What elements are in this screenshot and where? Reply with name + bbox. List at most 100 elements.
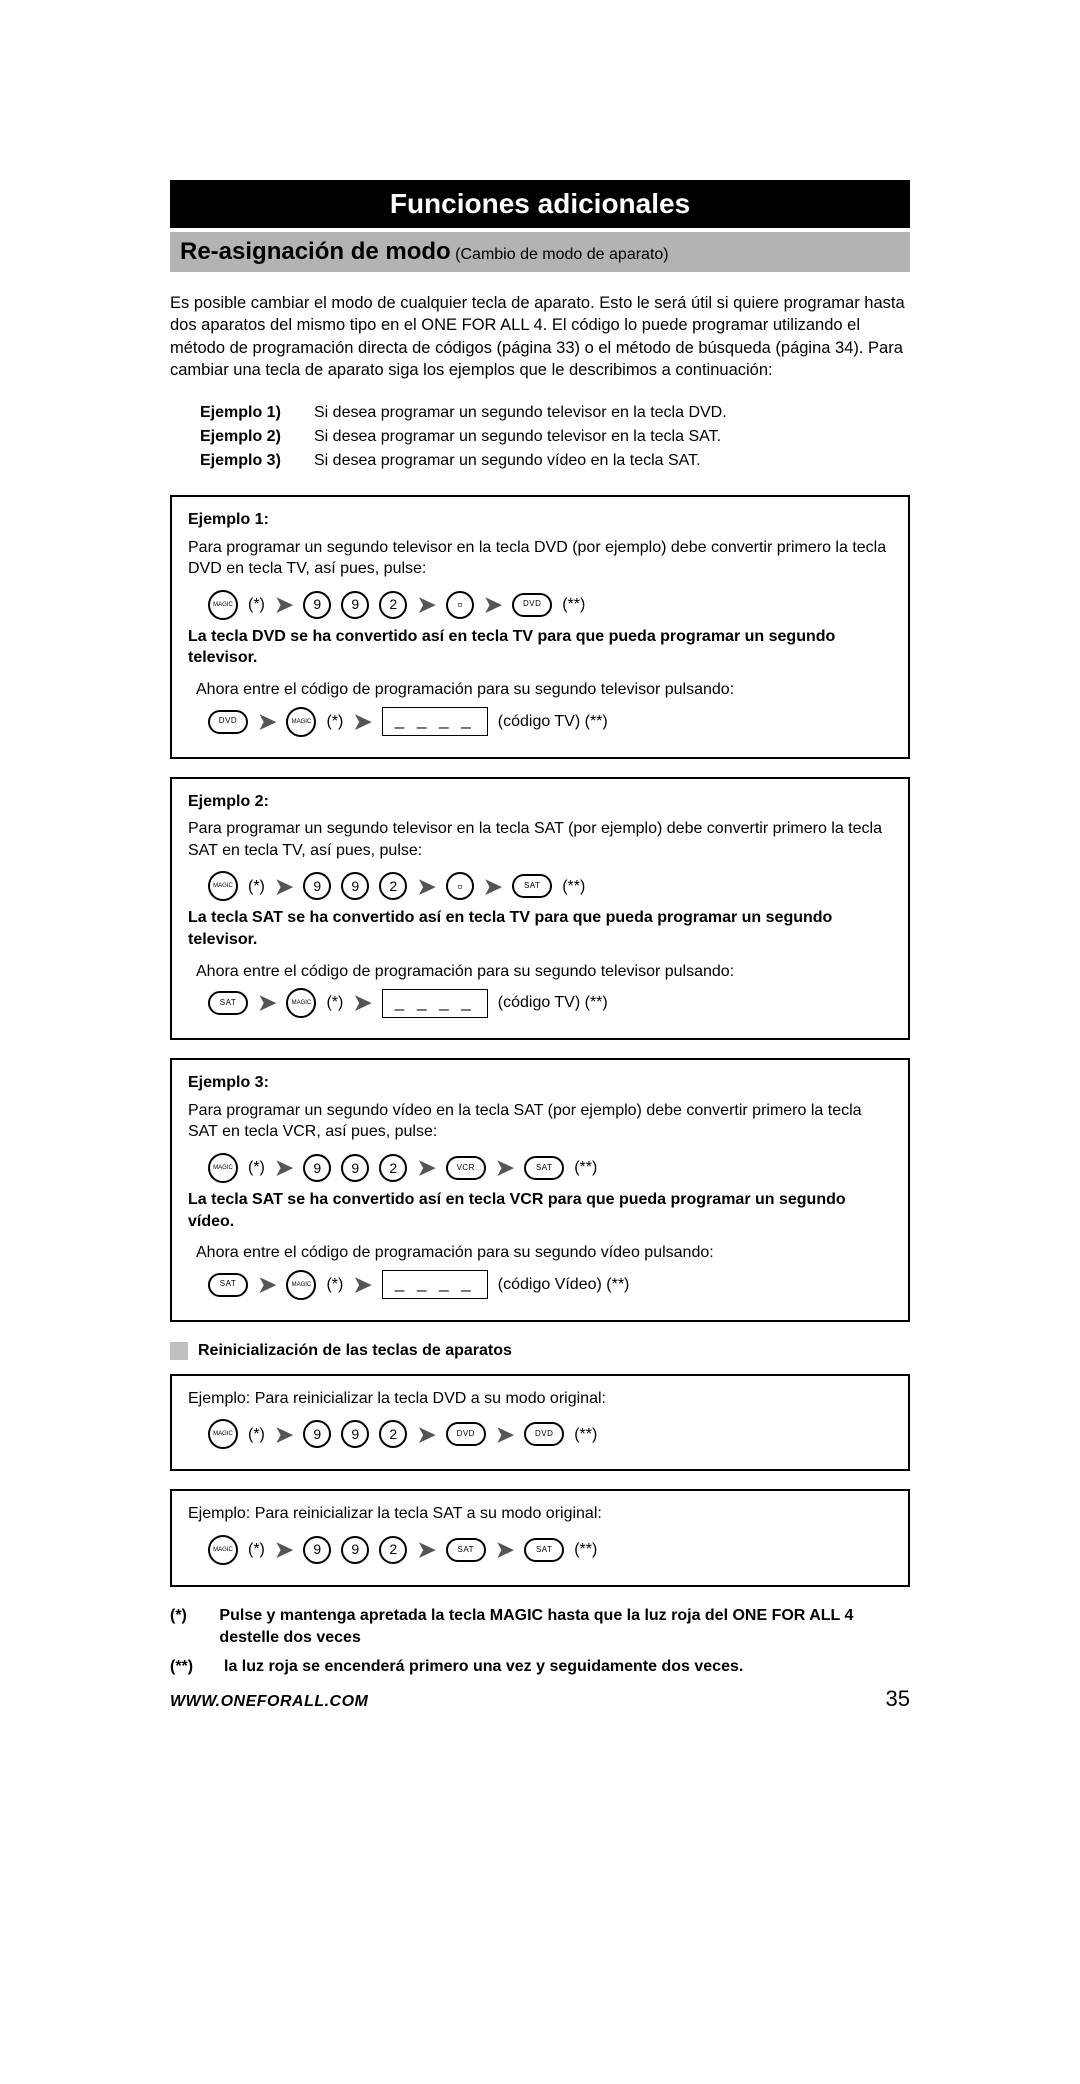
- device-button-icon: SAT: [208, 991, 248, 1015]
- example-label: Ejemplo 1): [200, 401, 300, 425]
- digit-button-icon: 9: [341, 1536, 369, 1564]
- code-entry-box: _ _ _ _: [382, 1270, 488, 1299]
- footnote-ref: (*): [326, 711, 343, 733]
- device-button-icon: SAT: [512, 874, 552, 898]
- device-button-icon: SAT: [524, 1538, 564, 1562]
- footnote-mark: (*): [170, 1605, 205, 1648]
- example-description: Para programar un segundo televisor en l…: [188, 537, 892, 580]
- gray-header-main: Re-asignación de modo: [180, 238, 451, 265]
- digit-button-icon: 9: [303, 1154, 331, 1182]
- example-box-2: Ejemplo 2: Para programar un segundo tel…: [170, 777, 910, 1041]
- footnote-ref: (**): [574, 1539, 597, 1561]
- magic-button-icon: MAGIC: [208, 1419, 238, 1449]
- device-button-icon: SAT: [446, 1538, 486, 1562]
- digit-button-icon: 9: [303, 872, 331, 900]
- section-header-black: Funciones adicionales: [170, 180, 910, 228]
- arrow-icon: ➤: [417, 1420, 435, 1450]
- reset-box-1: Ejemplo: Para reinicializar la tecla DVD…: [170, 1374, 910, 1472]
- page-number: 35: [886, 1686, 910, 1712]
- digit-button-icon: 9: [341, 1154, 369, 1182]
- arrow-icon: ➤: [275, 1420, 293, 1450]
- footnote-ref: (*): [248, 594, 265, 616]
- footnote-ref: (*): [248, 1424, 265, 1446]
- gray-header-sub: (Cambio de modo de aparato): [455, 246, 668, 263]
- arrow-icon: ➤: [496, 1153, 514, 1183]
- reset-heading-text: Reinicialización de las teclas de aparat…: [198, 1342, 512, 1360]
- footnote-item: (*) Pulse y mantenga apretada la tecla M…: [170, 1605, 910, 1648]
- reset-box-2: Ejemplo: Para reinicializar la tecla SAT…: [170, 1489, 910, 1587]
- arrow-icon: ➤: [353, 707, 371, 737]
- key-sequence: MAGIC (*) ➤ 9 9 2 ➤ DVD ➤ DVD (**): [208, 1419, 892, 1449]
- example-text: Si desea programar un segundo televisor …: [314, 425, 721, 449]
- example-result: La tecla DVD se ha convertido así en tec…: [188, 626, 892, 669]
- footnote-item: (**) la luz roja se encenderá primero un…: [170, 1656, 910, 1678]
- magic-button-icon: MAGIC: [208, 1153, 238, 1183]
- digit-button-icon: 2: [379, 1536, 407, 1564]
- arrow-icon: ➤: [258, 988, 276, 1018]
- key-sequence: MAGIC (*) ➤ 9 9 2 ➤ ▫ ➤ SAT (**): [208, 871, 892, 901]
- example-description: Para programar un segundo televisor en l…: [188, 818, 892, 861]
- arrow-icon: ➤: [275, 872, 293, 902]
- code-label: (código TV) (**): [498, 711, 608, 733]
- tv-button-icon: ▫: [446, 872, 474, 900]
- reset-heading: Reinicialización de las teclas de aparat…: [170, 1342, 910, 1360]
- example-followup: Ahora entre el código de programación pa…: [196, 1242, 892, 1264]
- arrow-icon: ➤: [496, 1535, 514, 1565]
- list-item: Ejemplo 3) Si desea programar un segundo…: [200, 449, 910, 473]
- footnote-ref: (**): [574, 1157, 597, 1179]
- footnote-ref: (**): [562, 876, 585, 898]
- list-item: Ejemplo 1) Si desea programar un segundo…: [200, 401, 910, 425]
- arrow-icon: ➤: [417, 1535, 435, 1565]
- example-label: Ejemplo 2): [200, 425, 300, 449]
- magic-button-icon: MAGIC: [208, 871, 238, 901]
- key-sequence: MAGIC (*) ➤ 9 9 2 ➤ VCR ➤ SAT (**): [208, 1153, 892, 1183]
- arrow-icon: ➤: [417, 1153, 435, 1183]
- digit-button-icon: 2: [379, 1154, 407, 1182]
- magic-button-icon: MAGIC: [286, 988, 316, 1018]
- digit-button-icon: 2: [379, 1420, 407, 1448]
- device-button-icon: SAT: [208, 1273, 248, 1297]
- key-sequence: MAGIC (*) ➤ 9 9 2 ➤ ▫ ➤ DVD (**): [208, 590, 892, 620]
- list-item: Ejemplo 2) Si desea programar un segundo…: [200, 425, 910, 449]
- intro-paragraph: Es posible cambiar el modo de cualquier …: [170, 292, 910, 381]
- key-sequence: SAT ➤ MAGIC (*) ➤ _ _ _ _ (código Vídeo)…: [208, 1270, 892, 1300]
- footnote-ref: (**): [562, 594, 585, 616]
- key-sequence: SAT ➤ MAGIC (*) ➤ _ _ _ _ (código TV) (*…: [208, 988, 892, 1018]
- code-label: (código Vídeo) (**): [498, 1274, 630, 1296]
- arrow-icon: ➤: [353, 1270, 371, 1300]
- arrow-icon: ➤: [275, 1153, 293, 1183]
- section-header-gray: Re-asignación de modo (Cambio de modo de…: [170, 232, 910, 272]
- digit-button-icon: 2: [379, 872, 407, 900]
- code-entry-box: _ _ _ _: [382, 707, 488, 736]
- example-label: Ejemplo 3): [200, 449, 300, 473]
- example-followup: Ahora entre el código de programación pa…: [196, 961, 892, 983]
- digit-button-icon: 2: [379, 591, 407, 619]
- manual-page: Funciones adicionales Re-asignación de m…: [0, 0, 1080, 1772]
- footnote-ref: (**): [574, 1424, 597, 1446]
- example-title: Ejemplo 3:: [188, 1072, 892, 1094]
- arrow-icon: ➤: [484, 872, 502, 902]
- footnote-ref: (*): [248, 1157, 265, 1179]
- example-box-3: Ejemplo 3: Para programar un segundo víd…: [170, 1058, 910, 1322]
- device-button-icon: DVD: [208, 710, 248, 734]
- magic-button-icon: MAGIC: [208, 1535, 238, 1565]
- arrow-icon: ➤: [496, 1420, 514, 1450]
- arrow-icon: ➤: [417, 872, 435, 902]
- device-button-icon: VCR: [446, 1156, 486, 1180]
- digit-button-icon: 9: [341, 591, 369, 619]
- footnote-ref: (*): [248, 876, 265, 898]
- digit-button-icon: 9: [341, 872, 369, 900]
- key-sequence: DVD ➤ MAGIC (*) ➤ _ _ _ _ (código TV) (*…: [208, 707, 892, 737]
- footnote-text: la luz roja se encenderá primero una vez…: [224, 1656, 743, 1678]
- device-button-icon: DVD: [446, 1422, 486, 1446]
- example-result: La tecla SAT se ha convertido así en tec…: [188, 907, 892, 950]
- digit-button-icon: 9: [303, 591, 331, 619]
- magic-button-icon: MAGIC: [286, 1270, 316, 1300]
- example-text: Si desea programar un segundo televisor …: [314, 401, 727, 425]
- magic-button-icon: MAGIC: [286, 707, 316, 737]
- example-description: Para programar un segundo vídeo en la te…: [188, 1100, 892, 1143]
- digit-button-icon: 9: [303, 1420, 331, 1448]
- arrow-icon: ➤: [258, 1270, 276, 1300]
- reset-description: Ejemplo: Para reinicializar la tecla SAT…: [188, 1503, 892, 1525]
- example-title: Ejemplo 2:: [188, 791, 892, 813]
